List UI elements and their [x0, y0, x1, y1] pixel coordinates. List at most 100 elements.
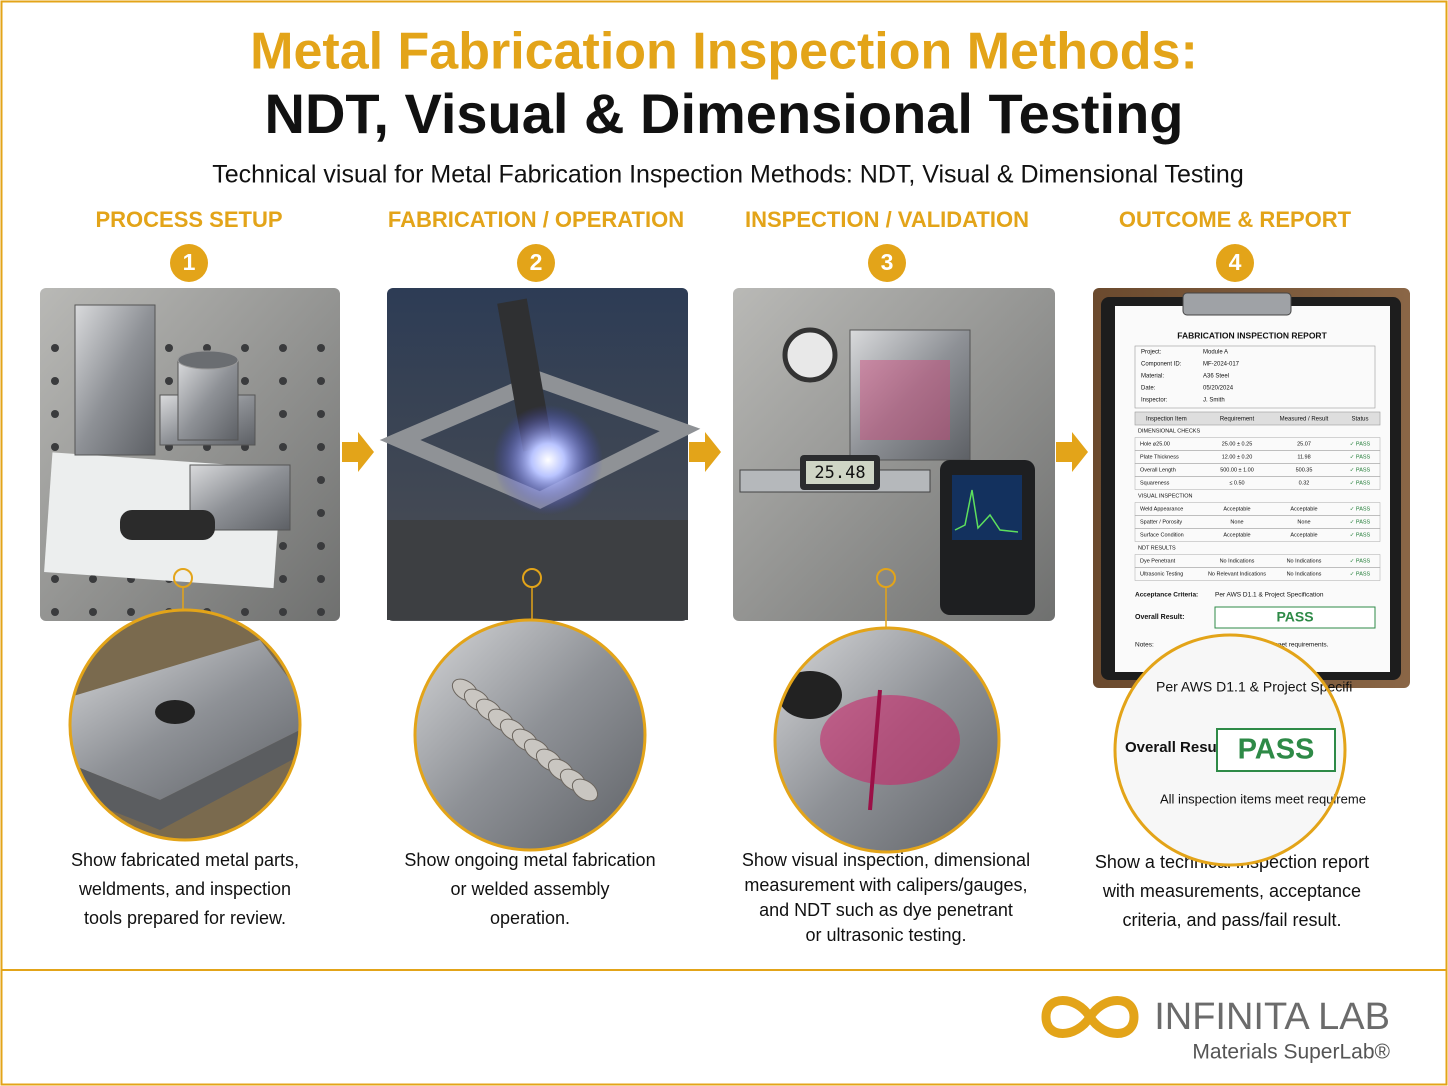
zoom-result-label: Overall Result:	[1125, 739, 1231, 756]
weld-ripple	[571, 778, 599, 802]
step-heading: INSPECTION / VALIDATION	[745, 207, 1029, 232]
table-cell: Hole ⌀25.00	[1140, 441, 1170, 447]
field-value: MF-2024-017	[1203, 362, 1240, 368]
table-hole	[51, 443, 59, 451]
ut-trace	[954, 489, 1019, 533]
table-cell: ✓ PASS	[1350, 519, 1371, 525]
field-label: Component ID:	[1141, 362, 1182, 368]
field-label: Inspector:	[1141, 398, 1168, 404]
table-cell: 0.32	[1299, 480, 1310, 486]
field-value: Module A	[1203, 350, 1228, 356]
caliper-reading: 25.48	[814, 463, 865, 483]
flow-arrow	[342, 432, 374, 472]
table-hole	[317, 443, 325, 451]
table-hole	[279, 377, 287, 385]
column-header: Requirement	[1220, 417, 1255, 423]
title-line-1: Metal Fabrication Inspection Methods:	[250, 23, 1198, 81]
zoom-notes: All inspection items meet requireme	[1160, 791, 1366, 806]
zoom-weld	[415, 620, 645, 850]
step-heading: FABRICATION / OPERATION	[388, 207, 684, 232]
logo-name: INFINITA LAB	[1154, 996, 1390, 1038]
table-cell: Weld Appearance	[1140, 506, 1183, 512]
zoom-dye	[775, 628, 999, 852]
step-caption: measurement with calipers/gauges,	[744, 875, 1027, 895]
flow-arrow	[1056, 432, 1088, 472]
table-header-bg	[1134, 411, 1381, 426]
column-header: Inspection Item	[1146, 417, 1187, 423]
table-cell: No Indications	[1287, 558, 1322, 564]
dial-gauge	[782, 327, 838, 383]
table-hole	[279, 542, 287, 550]
step-caption: Show visual inspection, dimensional	[742, 850, 1030, 870]
plate-top	[70, 640, 300, 800]
step-badge	[517, 244, 555, 282]
zoom-plate	[70, 610, 300, 840]
cylinder-top	[177, 350, 239, 370]
step-number: 3	[881, 249, 894, 275]
table-hole	[51, 608, 59, 616]
notes-label: Notes:	[1135, 642, 1154, 649]
zoom-ring	[413, 618, 647, 852]
table-cell: 25.00 ± 0.25	[1222, 441, 1253, 447]
field-label: Project:	[1141, 350, 1162, 356]
field-box	[1134, 345, 1376, 409]
table-cell: 11.98	[1297, 454, 1310, 460]
table-hole	[317, 509, 325, 517]
table-cell: None	[1230, 519, 1243, 525]
table-cell: ✓ PASS	[1350, 467, 1371, 473]
table-cell: ✓ PASS	[1350, 454, 1371, 460]
table-cell: Acceptable	[1290, 506, 1317, 512]
step-number: 2	[530, 249, 543, 275]
table-hole	[279, 608, 287, 616]
dye-indication	[868, 689, 882, 811]
step-number: 4	[1229, 249, 1242, 275]
zoom-result: PASS	[1238, 734, 1315, 766]
column-header: Measured / Result	[1280, 417, 1329, 423]
table-hole	[241, 377, 249, 385]
table-hole	[279, 344, 287, 352]
table-hole	[165, 344, 173, 352]
table-cell: Acceptable	[1223, 506, 1250, 512]
table-hole	[279, 443, 287, 451]
step-heading: PROCESS SETUP	[95, 207, 282, 232]
table-cell: ≤ 0.50	[1229, 480, 1244, 486]
table-hole	[317, 410, 325, 418]
step-caption: criteria, and pass/fail result.	[1122, 910, 1341, 930]
step-heading: OUTCOME & REPORT	[1119, 207, 1352, 232]
plate-edge	[70, 720, 300, 830]
step-caption: with measurements, acceptance	[1102, 881, 1361, 901]
table-hole	[241, 608, 249, 616]
dye-hole	[778, 671, 842, 719]
table-hole	[279, 410, 287, 418]
table-cell: Acceptable	[1290, 532, 1317, 538]
clip	[1182, 292, 1292, 316]
dye-spread	[820, 695, 960, 785]
test-block	[849, 329, 971, 461]
step-badge	[1216, 244, 1254, 282]
table-cell: 12.00 ± 0.20	[1222, 454, 1253, 460]
zoom-ring	[773, 626, 1001, 854]
table-hole	[317, 377, 325, 385]
zoom-ring	[1113, 633, 1347, 867]
table-cell: Surface Condition	[1140, 532, 1184, 538]
report-title: FABRICATION INSPECTION REPORT	[1177, 330, 1327, 340]
table-hole	[89, 608, 97, 616]
angle-bracket	[74, 304, 156, 456]
table-hole	[89, 575, 97, 583]
result-label: Overall Result:	[1135, 614, 1184, 621]
subtitle: Technical visual for Metal Fabrication I…	[212, 161, 1244, 189]
step-caption: weldments, and inspection	[78, 879, 291, 899]
table-cell: Plate Thickness	[1140, 454, 1179, 460]
section-name: NDT RESULTS	[1138, 545, 1176, 551]
field-label: Date:	[1141, 386, 1156, 392]
step-caption: or ultrasonic testing.	[805, 925, 966, 945]
step-caption: operation.	[490, 908, 570, 928]
flow-arrow	[689, 432, 721, 472]
arc-glow	[493, 405, 603, 515]
table-cell: No Indications	[1287, 571, 1322, 577]
micrometer	[120, 510, 215, 540]
field-label: Material:	[1141, 374, 1164, 380]
table-cell: ✓ PASS	[1350, 506, 1371, 512]
